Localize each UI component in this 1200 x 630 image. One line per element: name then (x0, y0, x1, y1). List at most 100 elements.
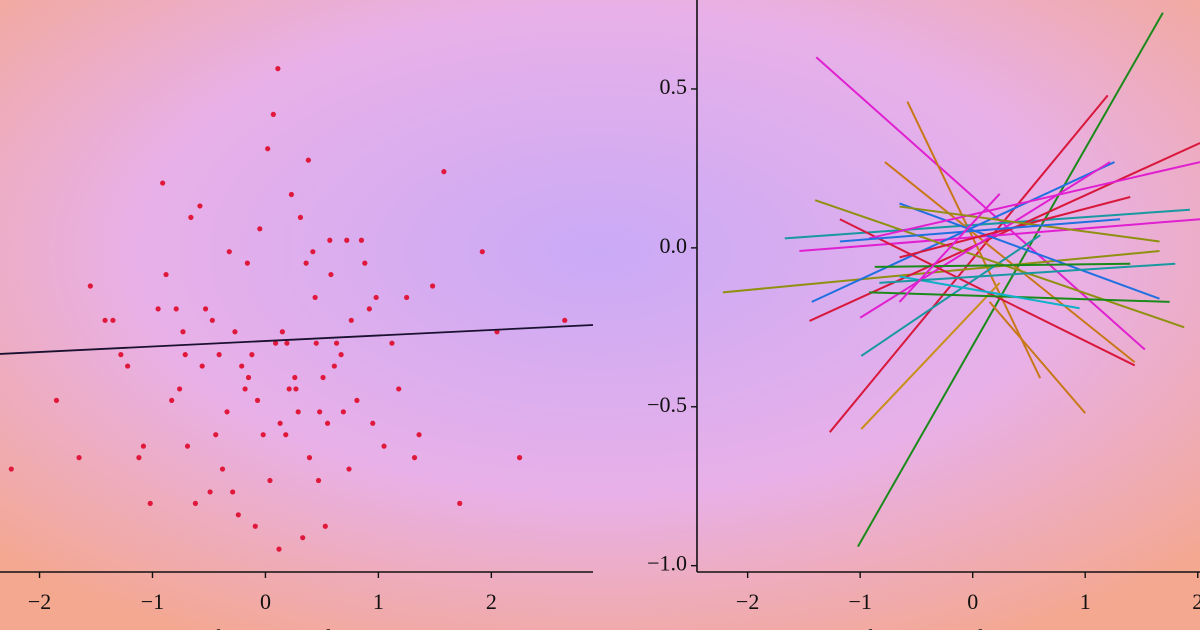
scatter-point (306, 455, 313, 461)
scatter-point (277, 420, 283, 426)
scatter-point (313, 340, 319, 346)
scatter-point (333, 340, 340, 346)
scatter-point (276, 546, 282, 552)
series-line (809, 142, 1200, 322)
scatter-point (180, 329, 186, 335)
scatter-point (324, 420, 331, 426)
scatter-point (370, 420, 376, 426)
x-tick-label: −1 (141, 589, 164, 614)
scatter-point (275, 66, 281, 72)
series-line (884, 161, 1136, 364)
scatter-point (292, 374, 298, 381)
scatter-point (169, 397, 175, 403)
scatter-point (176, 386, 183, 392)
scatter-point (270, 111, 276, 117)
scatter-point (163, 271, 169, 278)
scatter-point (340, 409, 346, 415)
scatter-point (358, 237, 365, 243)
scatter-point (265, 146, 271, 152)
y-tick-label: 0.0 (660, 233, 688, 258)
scatter-point (389, 340, 395, 346)
scatter-point (244, 260, 250, 266)
scatter-point (245, 374, 252, 381)
series-line (859, 161, 1111, 319)
scatter-point (110, 317, 116, 323)
scatter-point (322, 523, 328, 529)
scatter-point (373, 294, 379, 301)
x-tick-label: 1 (373, 589, 384, 614)
scatter-point (182, 352, 188, 358)
scatter-point (192, 500, 199, 506)
scatter-point (53, 397, 60, 403)
x-tick-label: 0 (260, 589, 271, 614)
scatter-point (202, 306, 209, 312)
scatter-point (224, 409, 230, 415)
scatter-point (310, 249, 316, 255)
series-line (784, 208, 1190, 240)
scatter-point (312, 294, 318, 301)
scatter-point (286, 386, 292, 392)
scatter-point (404, 294, 410, 301)
scatter-point (232, 329, 238, 335)
scatter-point (303, 260, 309, 266)
scatter-point (320, 374, 326, 381)
scatter-point (441, 169, 447, 175)
scatter-point (213, 432, 219, 438)
x-tick-label: −2 (736, 589, 759, 614)
y-tick-label: 0.5 (660, 74, 688, 99)
scatter-point (300, 535, 306, 541)
series-line (879, 262, 1176, 284)
x-tick-label: 2 (1192, 589, 1200, 614)
scatter-point (8, 466, 14, 472)
scatter-point (331, 363, 337, 369)
scatter-point (249, 352, 255, 358)
scatter-point (366, 306, 372, 312)
series-line (899, 205, 1160, 243)
scatter-point (279, 329, 285, 335)
series-line (860, 282, 1001, 430)
scatter-point (516, 455, 523, 461)
scatter-point (140, 443, 147, 449)
series-line (899, 202, 1160, 300)
x-axis-title: Subject-centred test score (193, 625, 419, 630)
scatter-point (216, 352, 222, 358)
scatter-point (273, 340, 279, 346)
series-line (868, 161, 1200, 240)
x-axis-title: Subject-centred test score (845, 625, 1071, 630)
scatter-point (293, 386, 299, 392)
series-line (906, 101, 1042, 379)
x-tick-label: 0 (967, 589, 978, 614)
y-tick-label: −1.0 (647, 551, 687, 576)
scatter-point (297, 214, 304, 220)
scatter-point (209, 317, 215, 323)
scatter-point (479, 249, 485, 255)
scatter-point (199, 363, 205, 369)
scatter-point (254, 397, 261, 403)
scatter-point (155, 306, 161, 312)
scatter-point (288, 191, 295, 198)
scatter-point (235, 512, 241, 518)
series-line (988, 301, 1086, 414)
scatter-point (239, 363, 245, 369)
series-line (814, 199, 1185, 329)
scatter-point (252, 523, 258, 529)
scatter-point (118, 352, 124, 358)
series-line (874, 262, 1131, 268)
scatter-point (396, 386, 402, 392)
scatter-point (87, 283, 93, 289)
series-line (829, 94, 1109, 433)
scatter-point (411, 455, 418, 461)
scatter-point (136, 455, 142, 461)
scatter-point (260, 432, 266, 438)
scatter-point (188, 214, 194, 220)
scatter-point (207, 489, 213, 495)
y-tick-label: −0.5 (647, 392, 687, 417)
scatter-point (305, 157, 311, 163)
scatter-point (184, 443, 191, 449)
series-line (899, 275, 1080, 310)
scatter-point (102, 317, 108, 323)
regression-line (0, 324, 594, 355)
series-line (815, 56, 1146, 351)
